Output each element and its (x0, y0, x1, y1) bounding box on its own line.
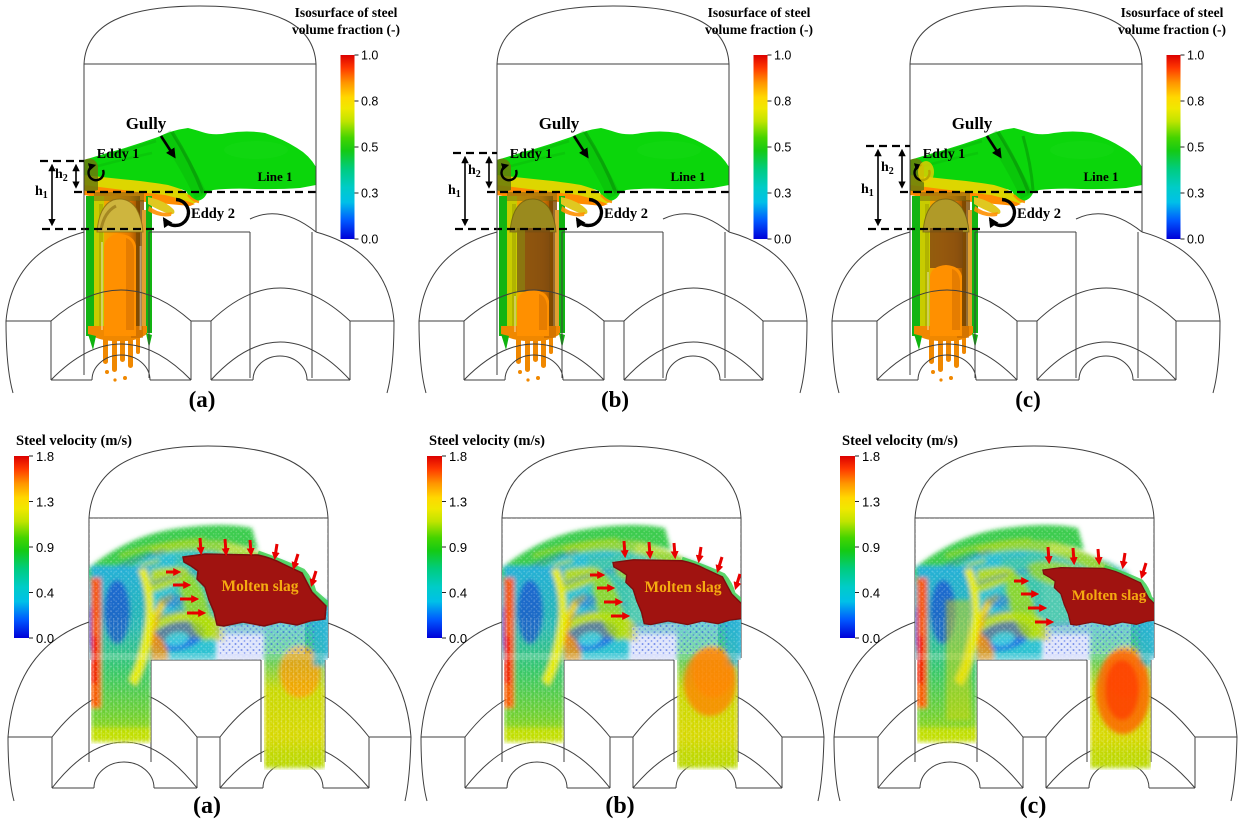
svg-text:Molten slag: Molten slag (221, 578, 298, 595)
svg-text:(b): (b) (601, 387, 629, 412)
svg-text:(b): (b) (605, 793, 634, 819)
svg-text:h2: h2 (881, 160, 894, 177)
svg-text:h1: h1 (861, 182, 874, 199)
svg-text:(c): (c) (1015, 387, 1041, 412)
svg-text:h2: h2 (468, 163, 481, 180)
svg-text:Molten slag: Molten slag (1072, 588, 1147, 604)
svg-text:(a): (a) (193, 793, 221, 819)
svg-text:(c): (c) (1020, 793, 1047, 819)
svg-text:Molten slag: Molten slag (644, 579, 721, 596)
svg-text:h1: h1 (448, 183, 461, 200)
svg-text:(a): (a) (189, 387, 216, 412)
svg-text:h2: h2 (55, 167, 68, 184)
svg-text:h1: h1 (35, 184, 48, 201)
